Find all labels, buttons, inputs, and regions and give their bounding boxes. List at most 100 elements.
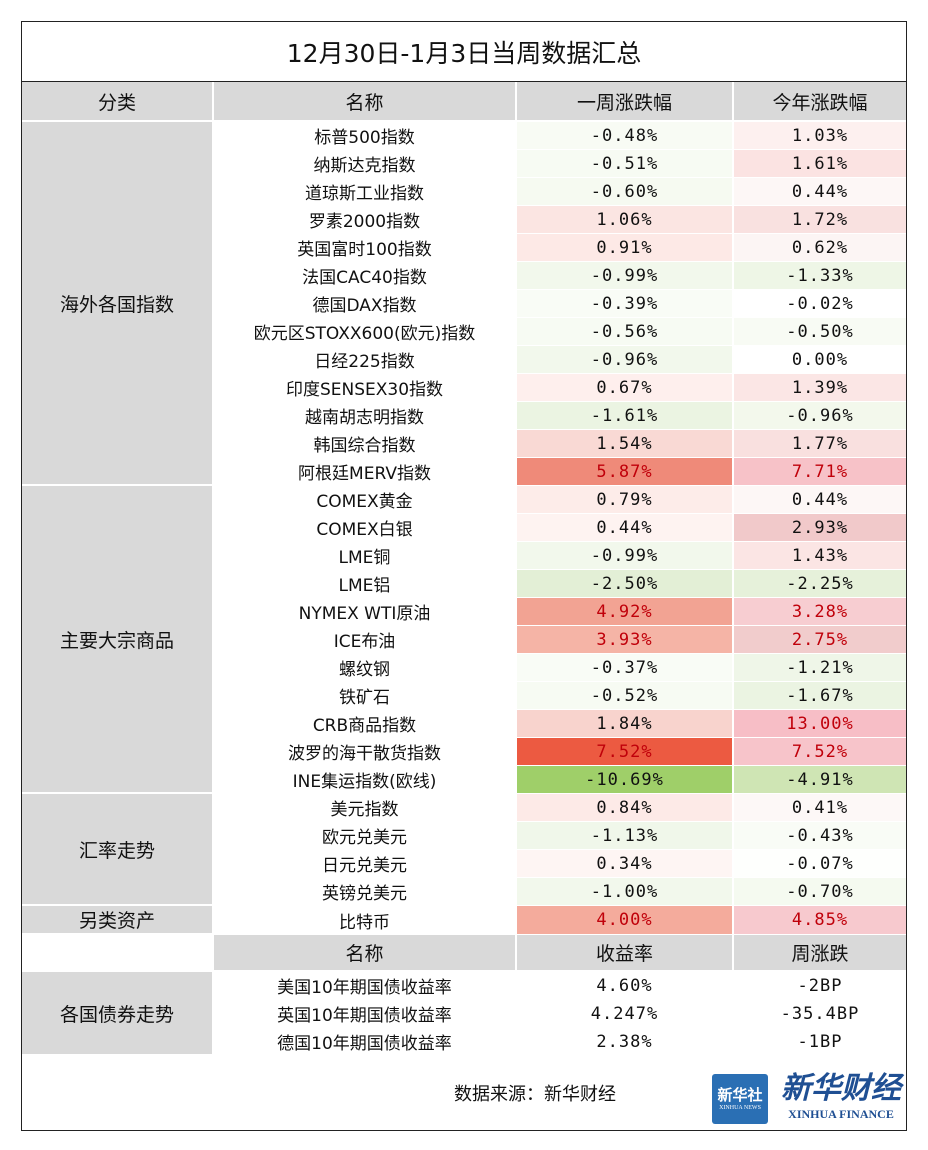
name-cell: ICE布油 <box>212 626 515 654</box>
table-row: LME铝 -2.50% -2.25% <box>22 570 906 598</box>
table-body: 分类 名称 一周涨跌幅 今年涨跌幅 海外各国指数 标普500指数 -0.48% 1.0… <box>22 82 906 1056</box>
weekly-change-cell: 1.54% <box>515 430 732 458</box>
ytd-change-cell: 1.72% <box>732 206 906 234</box>
ytd-change-cell: 0.41% <box>732 794 906 822</box>
name-cell: LME铝 <box>212 570 515 598</box>
weekly-change-cell: -1.13% <box>515 822 732 850</box>
table-row: 罗素2000指数 1.06% 1.72% <box>22 206 906 234</box>
table-row: 阿根廷MERV指数 5.87% 7.71% <box>22 458 906 486</box>
ytd-change-cell: 4.85% <box>732 906 906 935</box>
name-cell: 阿根廷MERV指数 <box>212 458 515 486</box>
page-title: 12月30日-1月3日当周数据汇总 <box>22 22 906 82</box>
blank-cell <box>22 935 212 972</box>
table-row: 波罗的海干散货指数 7.52% 7.52% <box>22 738 906 766</box>
weekly-change-cell: -0.52% <box>515 682 732 710</box>
name-cell: 德国DAX指数 <box>212 290 515 318</box>
name-cell: 法国CAC40指数 <box>212 262 515 290</box>
table-row: LME铜 -0.99% 1.43% <box>22 542 906 570</box>
name-cell: 美元指数 <box>212 794 515 822</box>
bond-row: 德国10年期国债收益率 2.38% -1BP <box>22 1028 906 1056</box>
category-cell: 海外各国指数 <box>22 122 212 486</box>
ytd-change-cell: -1.67% <box>732 682 906 710</box>
ytd-change-cell: -0.70% <box>732 878 906 906</box>
ytd-change-cell: -0.07% <box>732 850 906 878</box>
weekly-change-cell: -0.60% <box>515 178 732 206</box>
ytd-change-cell: 0.00% <box>732 346 906 374</box>
name-cell: 日经225指数 <box>212 346 515 374</box>
weekly-change-cell: -0.96% <box>515 346 732 374</box>
bond-row: 各国债券走势 美国10年期国债收益率 4.60% -2BP <box>22 972 906 1056</box>
name-cell: 日元兑美元 <box>212 850 515 878</box>
bond-name-cell: 德国10年期国债收益率 <box>212 1028 515 1056</box>
ytd-change-cell: -1.21% <box>732 654 906 682</box>
table-row: ICE布油 3.93% 2.75% <box>22 626 906 654</box>
weekly-change-cell: -2.50% <box>515 570 732 598</box>
name-cell: LME铜 <box>212 542 515 570</box>
name-cell: 欧元兑美元 <box>212 822 515 850</box>
table-row: COMEX白银 0.44% 2.93% <box>22 514 906 542</box>
weekly-change-cell: 0.34% <box>515 850 732 878</box>
weekly-change-cell: 3.93% <box>515 626 732 654</box>
weekly-change-cell: 0.79% <box>515 486 732 514</box>
data-source: 数据来源：新华财经 <box>454 1084 616 1105</box>
ytd-change-cell: -0.02% <box>732 290 906 318</box>
logo-badge-en: XINHUA NEWS <box>719 1105 761 1111</box>
weekly-change-cell: -0.39% <box>515 290 732 318</box>
table-row: 日经225指数 -0.96% 0.00% <box>22 346 906 374</box>
bond-yield-cell: 4.247% <box>515 1000 732 1028</box>
weekly-change-cell: 4.00% <box>515 906 732 935</box>
ytd-change-cell: 7.52% <box>732 738 906 766</box>
bond-header-change: 周涨跌 <box>732 935 906 972</box>
table-row: 印度SENSEX30指数 0.67% 1.39% <box>22 374 906 402</box>
ytd-change-cell: 1.39% <box>732 374 906 402</box>
name-cell: 印度SENSEX30指数 <box>212 374 515 402</box>
table-row: 欧元区STOXX600(欧元)指数 -0.56% -0.50% <box>22 318 906 346</box>
table-row: 日元兑美元 0.34% -0.07% <box>22 850 906 878</box>
table-row: 主要大宗商品 COMEX黄金 0.79% 0.44% <box>22 486 906 794</box>
weekly-change-cell: 0.91% <box>515 234 732 262</box>
name-cell: COMEX黄金 <box>212 486 515 514</box>
bond-yield-cell: 4.60% <box>515 972 732 1000</box>
header-weekly-change: 一周涨跌幅 <box>515 82 732 122</box>
ytd-change-cell: 0.44% <box>732 486 906 514</box>
bond-header-name: 名称 <box>212 935 515 972</box>
ytd-change-cell: -4.91% <box>732 766 906 794</box>
weekly-change-cell: 7.52% <box>515 738 732 766</box>
bond-name-cell: 英国10年期国债收益率 <box>212 1000 515 1028</box>
weekly-change-cell: -0.48% <box>515 122 732 150</box>
header-category: 分类 <box>22 82 212 122</box>
table-row: INE集运指数(欧线) -10.69% -4.91% <box>22 766 906 794</box>
table-row: 铁矿石 -0.52% -1.67% <box>22 682 906 710</box>
ytd-change-cell: 0.44% <box>732 178 906 206</box>
weekly-change-cell: -1.00% <box>515 878 732 906</box>
table-row: 越南胡志明指数 -1.61% -0.96% <box>22 402 906 430</box>
header-name: 名称 <box>212 82 515 122</box>
weekly-change-cell: 1.84% <box>515 710 732 738</box>
xinhua-finance-logo: 新华财经 XINHUA FINANCE <box>776 1072 906 1122</box>
table-row: 螺纹钢 -0.37% -1.21% <box>22 654 906 682</box>
weekly-change-cell: 1.06% <box>515 206 732 234</box>
ytd-change-cell: -2.25% <box>732 570 906 598</box>
header-row: 分类 名称 一周涨跌幅 今年涨跌幅 <box>22 82 906 122</box>
weekly-change-cell: 5.87% <box>515 458 732 486</box>
weekly-change-cell: 0.44% <box>515 514 732 542</box>
bond-change-cell: -2BP <box>732 972 906 1000</box>
ytd-change-cell: 2.75% <box>732 626 906 654</box>
bond-name-cell: 美国10年期国债收益率 <box>212 972 515 1000</box>
bond-header-row: 名称 收益率 周涨跌 <box>22 935 906 972</box>
table-row: 纳斯达克指数 -0.51% 1.61% <box>22 150 906 178</box>
table-row: 德国DAX指数 -0.39% -0.02% <box>22 290 906 318</box>
table-row: 韩国综合指数 1.54% 1.77% <box>22 430 906 458</box>
ytd-change-cell: 0.62% <box>732 234 906 262</box>
name-cell: 铁矿石 <box>212 682 515 710</box>
name-cell: 越南胡志明指数 <box>212 402 515 430</box>
table-row: 另类资产 比特币 4.00% 4.85% <box>22 906 906 935</box>
ytd-change-cell: 2.93% <box>732 514 906 542</box>
weekly-change-cell: -0.99% <box>515 542 732 570</box>
bond-row: 英国10年期国债收益率 4.247% -35.4BP <box>22 1000 906 1028</box>
table-row: 道琼斯工业指数 -0.60% 0.44% <box>22 178 906 206</box>
ytd-change-cell: -0.50% <box>732 318 906 346</box>
ytd-change-cell: 1.77% <box>732 430 906 458</box>
weekly-change-cell: 0.84% <box>515 794 732 822</box>
bond-change-cell: -1BP <box>732 1028 906 1056</box>
